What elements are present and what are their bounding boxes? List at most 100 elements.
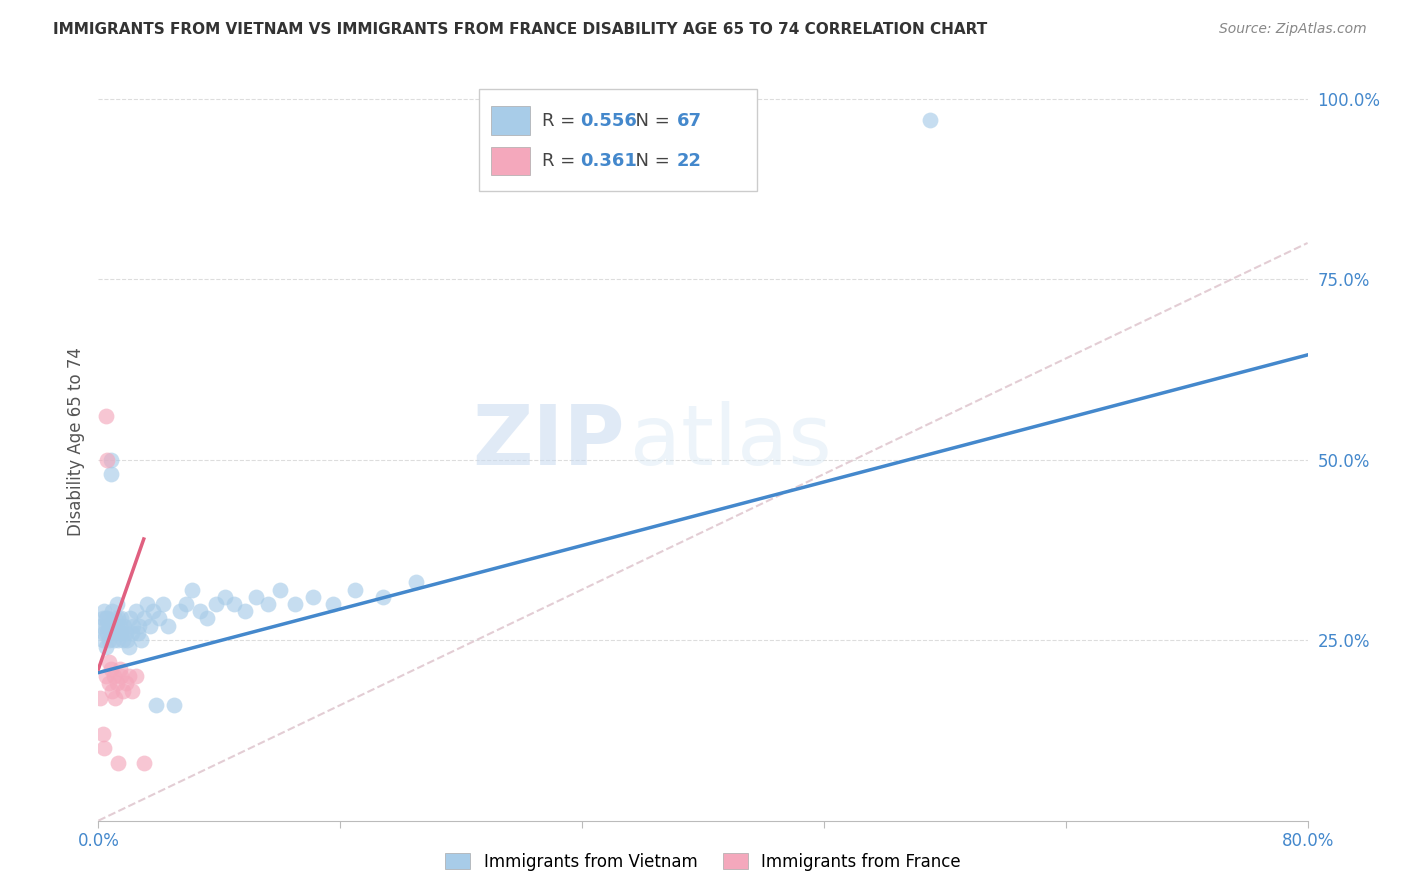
Point bbox=[96, 611, 118, 625]
Point bbox=[96, 626, 118, 640]
Point bbox=[94, 409, 117, 424]
FancyBboxPatch shape bbox=[492, 146, 530, 176]
Point bbox=[135, 597, 157, 611]
Text: IMMIGRANTS FROM VIETNAM VS IMMIGRANTS FROM FRANCE DISABILITY AGE 65 TO 74 CORREL: IMMIGRANTS FROM VIETNAM VS IMMIGRANTS FR… bbox=[53, 22, 987, 37]
Point bbox=[104, 626, 127, 640]
Point bbox=[269, 582, 291, 597]
Point bbox=[94, 640, 117, 655]
Text: R =: R = bbox=[543, 152, 581, 170]
Point bbox=[107, 611, 129, 625]
Point bbox=[188, 604, 211, 618]
Point bbox=[94, 669, 117, 683]
Point bbox=[94, 611, 117, 625]
Point bbox=[125, 669, 148, 683]
Point bbox=[127, 626, 149, 640]
Point bbox=[93, 741, 115, 756]
Point bbox=[114, 676, 136, 690]
Point bbox=[115, 633, 138, 648]
Text: 67: 67 bbox=[676, 112, 702, 130]
Point bbox=[132, 756, 155, 770]
Point bbox=[104, 690, 127, 705]
Point bbox=[100, 467, 122, 481]
Point bbox=[94, 618, 117, 632]
Text: N =: N = bbox=[624, 152, 676, 170]
Point bbox=[148, 611, 170, 625]
Point bbox=[214, 590, 236, 604]
Point bbox=[101, 604, 124, 618]
Point bbox=[322, 597, 344, 611]
Point bbox=[101, 626, 124, 640]
Point bbox=[112, 618, 135, 632]
Point bbox=[120, 611, 142, 625]
Point bbox=[371, 590, 394, 604]
Point bbox=[132, 611, 155, 625]
Point bbox=[107, 633, 129, 648]
Point bbox=[91, 611, 114, 625]
Point bbox=[163, 698, 186, 712]
Point bbox=[121, 626, 143, 640]
Point bbox=[169, 604, 191, 618]
Legend: Immigrants from Vietnam, Immigrants from France: Immigrants from Vietnam, Immigrants from… bbox=[437, 845, 969, 880]
Point bbox=[405, 575, 427, 590]
Point bbox=[98, 655, 121, 669]
Point bbox=[181, 582, 204, 597]
Point bbox=[302, 590, 325, 604]
Point bbox=[156, 618, 179, 632]
Point bbox=[245, 590, 267, 604]
Point bbox=[98, 676, 121, 690]
Point bbox=[110, 669, 132, 683]
Text: atlas: atlas bbox=[630, 401, 832, 482]
Point bbox=[101, 683, 124, 698]
Point bbox=[114, 626, 136, 640]
Point bbox=[93, 626, 115, 640]
Point bbox=[256, 597, 278, 611]
Point bbox=[129, 633, 152, 648]
Point bbox=[105, 618, 128, 632]
Point bbox=[118, 640, 141, 655]
Point bbox=[224, 597, 246, 611]
Text: 0.556: 0.556 bbox=[579, 112, 637, 130]
Text: 0.361: 0.361 bbox=[579, 152, 637, 170]
Point bbox=[90, 618, 112, 632]
Point bbox=[108, 662, 131, 676]
Point bbox=[205, 597, 228, 611]
Point bbox=[145, 698, 167, 712]
Point bbox=[104, 611, 127, 625]
Point bbox=[100, 662, 122, 676]
Point bbox=[100, 452, 122, 467]
Point bbox=[152, 597, 174, 611]
Point bbox=[103, 669, 125, 683]
Point bbox=[284, 597, 307, 611]
Point bbox=[91, 633, 114, 648]
Y-axis label: Disability Age 65 to 74: Disability Age 65 to 74 bbox=[66, 347, 84, 536]
Text: 22: 22 bbox=[676, 152, 702, 170]
Point bbox=[139, 618, 162, 632]
Point bbox=[89, 690, 111, 705]
Text: ZIP: ZIP bbox=[472, 401, 624, 482]
Point bbox=[111, 683, 134, 698]
Point bbox=[107, 756, 129, 770]
Point bbox=[105, 676, 128, 690]
Point bbox=[110, 626, 132, 640]
Point bbox=[96, 452, 118, 467]
Point bbox=[344, 582, 367, 597]
Point bbox=[98, 633, 121, 648]
Point bbox=[103, 618, 125, 632]
Point bbox=[125, 604, 148, 618]
Point bbox=[128, 618, 150, 632]
FancyBboxPatch shape bbox=[479, 89, 758, 191]
Point bbox=[918, 113, 941, 128]
Point bbox=[110, 611, 132, 625]
Text: N =: N = bbox=[624, 112, 676, 130]
Point bbox=[174, 597, 197, 611]
Point bbox=[195, 611, 218, 625]
Point bbox=[93, 604, 115, 618]
Point bbox=[122, 618, 145, 632]
Point bbox=[98, 618, 121, 632]
Point bbox=[103, 633, 125, 648]
Point bbox=[111, 633, 134, 648]
Point bbox=[233, 604, 256, 618]
Point bbox=[105, 597, 128, 611]
Point bbox=[108, 618, 131, 632]
Point bbox=[121, 683, 143, 698]
